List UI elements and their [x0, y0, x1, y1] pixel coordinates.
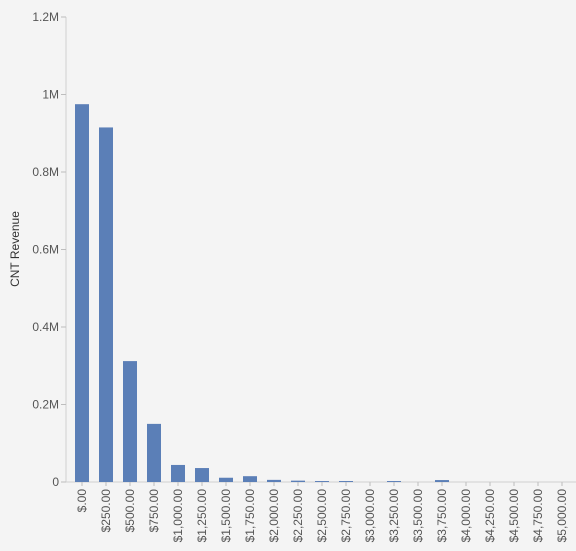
bar[interactable]	[219, 477, 233, 482]
x-tick-label: $750.00	[147, 489, 161, 533]
x-tick-label: $.00	[75, 489, 89, 513]
bar[interactable]	[243, 476, 257, 482]
bar[interactable]	[171, 464, 185, 482]
bar[interactable]	[291, 480, 305, 482]
y-tick-label: 1M	[42, 88, 59, 102]
x-tick-label: $1,500.00	[219, 489, 233, 543]
y-tick-label: 0.4M	[32, 320, 59, 334]
x-tick-label: $4,750.00	[531, 489, 545, 543]
x-tick-label: $2,750.00	[339, 489, 353, 543]
bar[interactable]	[315, 481, 329, 482]
x-tick-label: $4,000.00	[459, 489, 473, 543]
bar[interactable]	[435, 480, 449, 482]
x-tick-label: $1,750.00	[243, 489, 257, 543]
y-tick-label: 0	[52, 475, 59, 489]
x-tick-label: $1,000.00	[171, 489, 185, 543]
y-axis-ticks: 0 0.2M 0.4M 0.6M 0.8M 1M 1.2M	[32, 10, 66, 489]
bars-group	[75, 104, 449, 482]
x-tick-label: $500.00	[123, 489, 137, 533]
x-tick-label: $2,250.00	[291, 489, 305, 543]
x-tick-label: $2,000.00	[267, 489, 281, 543]
x-tick-label: $4,250.00	[483, 489, 497, 543]
x-tick-label: $3,000.00	[363, 489, 377, 543]
y-tick-label: 1.2M	[32, 10, 59, 24]
x-tick-label: $3,750.00	[435, 489, 449, 543]
x-tick-label: $3,250.00	[387, 489, 401, 543]
x-tick-label: $3,500.00	[411, 489, 425, 543]
x-tick-label: $2,500.00	[315, 489, 329, 543]
bar[interactable]	[123, 361, 137, 482]
x-tick-label: $1,250.00	[195, 489, 209, 543]
bar[interactable]	[339, 481, 353, 482]
x-tick-label: $5,000.00	[555, 489, 569, 543]
x-tick-label: $250.00	[99, 489, 113, 533]
y-tick-label: 0.2M	[32, 398, 59, 412]
bar[interactable]	[387, 481, 401, 482]
bar[interactable]	[195, 468, 209, 482]
x-axis-ticks: $.00 $250.00 $500.00 $750.00 $1,000.00 $1,250…	[75, 482, 569, 542]
bar[interactable]	[147, 423, 161, 482]
y-tick-label: 0.6M	[32, 243, 59, 257]
bar[interactable]	[267, 479, 281, 482]
bar[interactable]	[75, 104, 89, 482]
y-tick-label: 0.8M	[32, 165, 59, 179]
x-tick-label: $4,500.00	[507, 489, 521, 543]
bar[interactable]	[99, 127, 113, 482]
y-axis-title: CNT Revenue	[8, 211, 22, 287]
